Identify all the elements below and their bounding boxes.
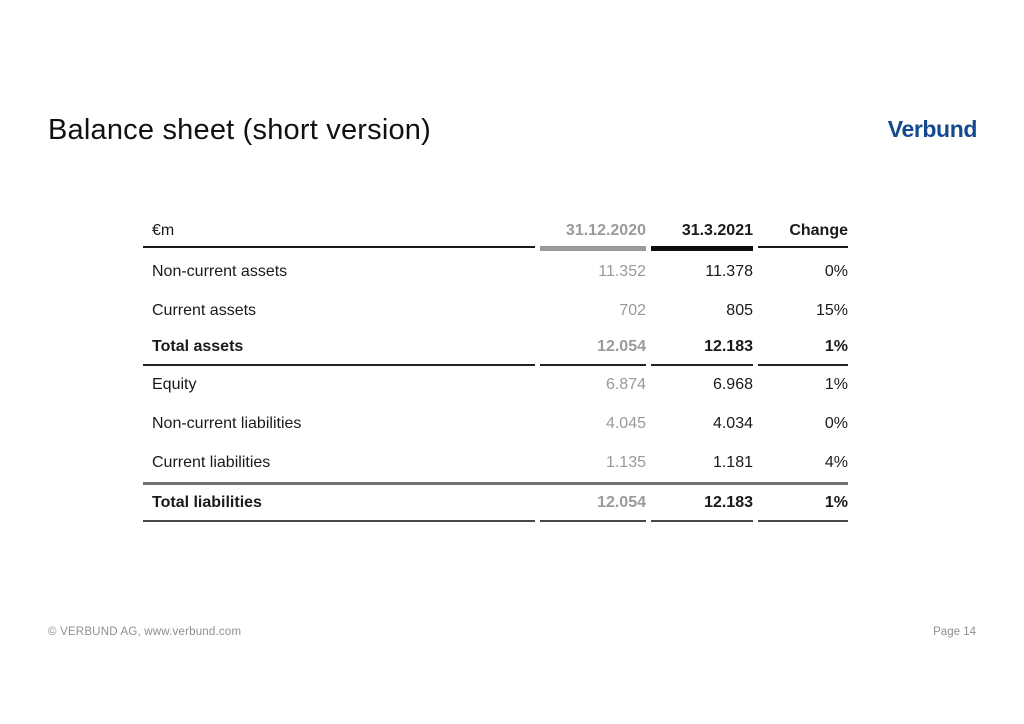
row-label: Total assets bbox=[152, 338, 244, 355]
rule-segment-2020-bar bbox=[540, 246, 646, 251]
table-row: Current assets 702 805 15% bbox=[143, 291, 848, 330]
rule-segment bbox=[143, 364, 535, 366]
value-2021: 12.183 bbox=[704, 493, 753, 511]
table-row: Non-current liabilities 4.045 4.034 0% bbox=[143, 404, 848, 443]
row-label: Equity bbox=[152, 376, 197, 393]
copyright-text: © VERBUND AG, www.verbund.com bbox=[48, 626, 242, 638]
rule-segment bbox=[651, 364, 753, 366]
value-2021: 11.378 bbox=[705, 262, 753, 280]
section-rule bbox=[143, 364, 848, 366]
value-2020: 4.045 bbox=[605, 414, 646, 432]
liabilities-total-rule bbox=[143, 482, 848, 485]
table-row: Equity 6.874 6.968 1% bbox=[143, 366, 848, 404]
value-2020: 6.874 bbox=[605, 376, 646, 393]
rule-segment bbox=[540, 364, 646, 366]
table-bottom-rule bbox=[143, 520, 848, 522]
table-row-total-liabilities: Total liabilities 12.054 12.183 1% bbox=[143, 485, 848, 520]
row-label: Non-current assets bbox=[152, 262, 288, 280]
column-header-change: Change bbox=[789, 221, 848, 239]
rule-segment bbox=[758, 520, 848, 522]
value-2020: 702 bbox=[619, 301, 646, 319]
column-header-2021: 31.3.2021 bbox=[681, 221, 753, 239]
row-label: Non-current liabilities bbox=[152, 414, 302, 432]
table-row: Non-current assets 11.352 11.378 0% bbox=[143, 252, 848, 291]
verbund-logo: Verbund bbox=[887, 116, 978, 142]
value-2020: 1.135 bbox=[605, 453, 646, 471]
table-row: Current liabilities 1.135 1.181 4% bbox=[143, 443, 848, 482]
value-2020: 12.054 bbox=[597, 493, 646, 511]
value-2021: 1.181 bbox=[712, 453, 753, 471]
rule-segment bbox=[143, 246, 535, 248]
rule-segment bbox=[651, 520, 753, 522]
rule-segment-2021-bar bbox=[651, 246, 753, 251]
value-change: 1% bbox=[824, 338, 848, 355]
value-2021: 12.183 bbox=[704, 338, 753, 355]
header-rule bbox=[143, 246, 848, 252]
value-2020: 12.054 bbox=[597, 338, 646, 355]
page-number: Page 14 bbox=[933, 626, 976, 638]
balance-sheet-table: €m 31.12.2020 31.3.2021 Change Non-curre… bbox=[143, 215, 848, 522]
value-change: 0% bbox=[824, 414, 848, 432]
value-2021: 6.968 bbox=[712, 376, 753, 393]
table-header-row: €m 31.12.2020 31.3.2021 Change bbox=[143, 215, 848, 246]
rule-segment bbox=[143, 520, 535, 522]
value-2020: 11.352 bbox=[598, 262, 646, 280]
slide-title: Balance sheet (short version) bbox=[48, 114, 431, 146]
table-row-total-assets: Total assets 12.054 12.183 1% bbox=[143, 330, 848, 364]
value-change: 1% bbox=[824, 493, 848, 511]
value-2021: 4.034 bbox=[712, 414, 753, 432]
value-change: 15% bbox=[815, 301, 848, 319]
rule-segment bbox=[758, 364, 848, 366]
value-change: 1% bbox=[824, 376, 848, 393]
rule-segment bbox=[758, 246, 848, 248]
row-label: Current liabilities bbox=[152, 453, 271, 471]
value-change: 0% bbox=[824, 262, 848, 280]
column-header-2020: 31.12.2020 bbox=[565, 221, 646, 239]
value-2021: 805 bbox=[726, 301, 753, 319]
rule-segment bbox=[540, 520, 646, 522]
row-label: Current assets bbox=[152, 301, 257, 319]
row-label: Total liabilities bbox=[152, 493, 262, 511]
unit-header: €m bbox=[152, 221, 175, 239]
value-change: 4% bbox=[824, 453, 848, 471]
